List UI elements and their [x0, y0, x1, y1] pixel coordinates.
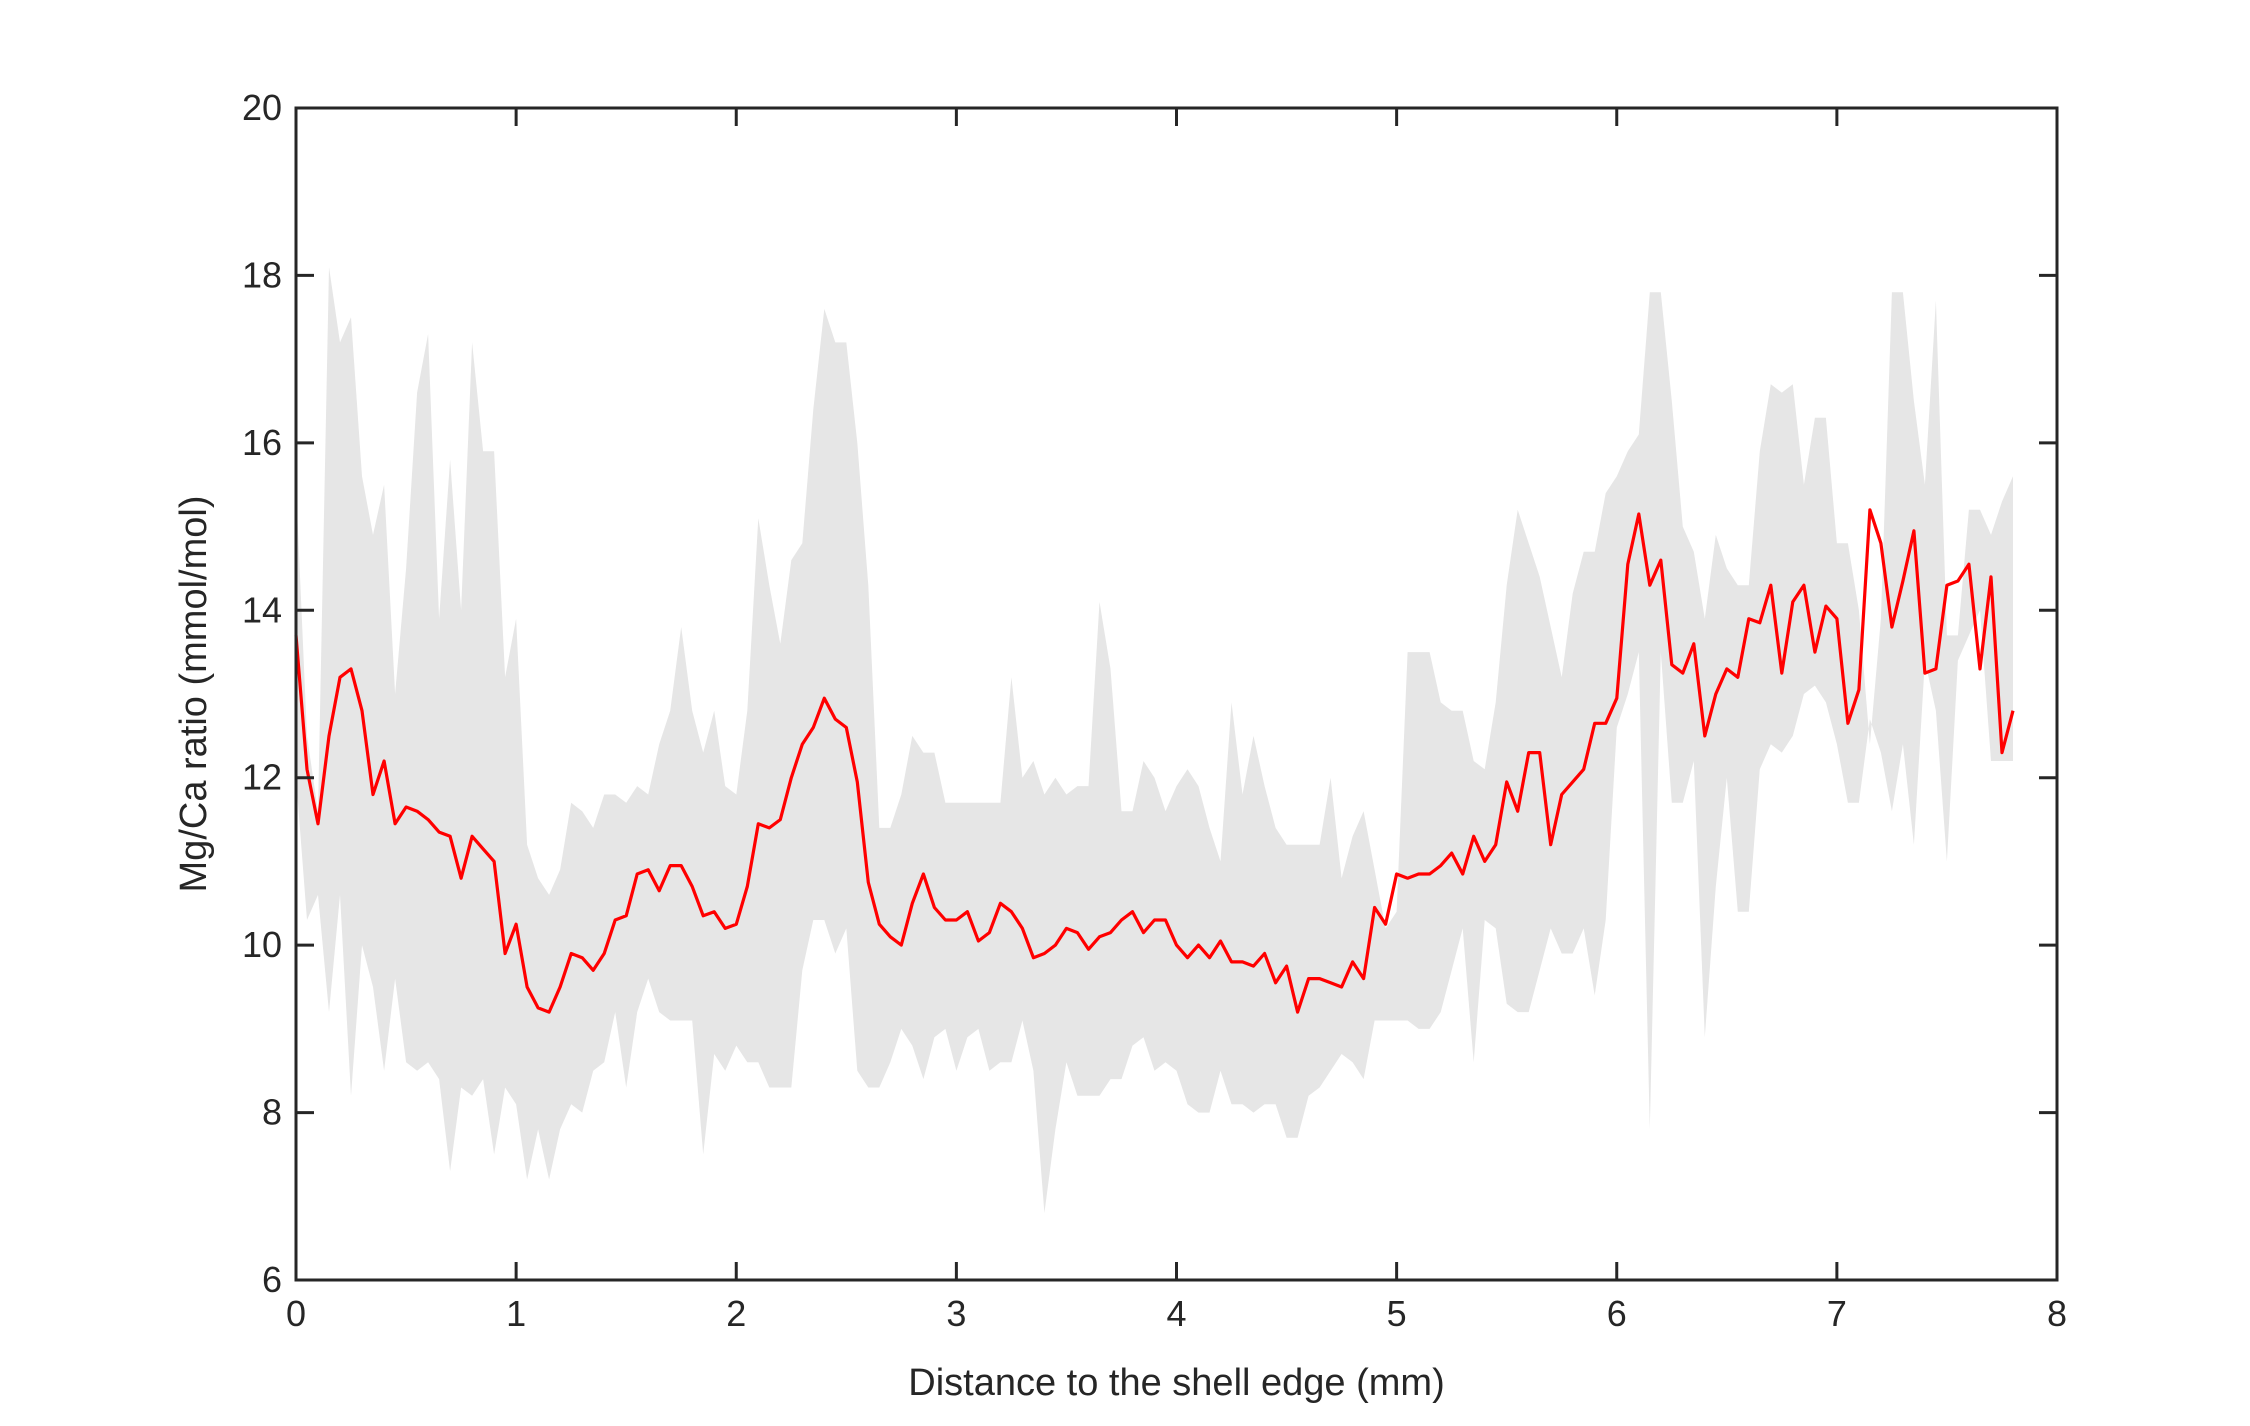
x-tick-label: 2 [726, 1293, 746, 1334]
x-tick-label: 3 [946, 1293, 966, 1334]
x-tick-label: 4 [1166, 1293, 1186, 1334]
y-tick-label: 8 [262, 1092, 282, 1133]
y-tick-label: 18 [242, 254, 282, 295]
x-tick-label: 8 [2047, 1293, 2067, 1334]
y-tick-label: 20 [242, 87, 282, 128]
x-tick-label: 5 [1387, 1293, 1407, 1334]
series-line [294, 508, 2015, 1014]
data-series-layer [294, 508, 2015, 1014]
range-band [296, 267, 2013, 1214]
y-axis-label: Mg/Ca ratio (mmol/mol) [173, 496, 215, 893]
x-tick-label: 1 [506, 1293, 526, 1334]
y-tick-label: 14 [242, 589, 282, 630]
y-tick-label: 6 [262, 1259, 282, 1300]
y-tick-label: 16 [242, 422, 282, 463]
confidence-band-layer [296, 267, 2013, 1214]
x-tick-label: 7 [1827, 1293, 1847, 1334]
x-tick-label: 0 [286, 1293, 306, 1334]
x-axis-label: Distance to the shell edge (mm) [908, 1362, 1444, 1404]
y-tick-label: 12 [242, 757, 282, 798]
y-tick-label: 10 [242, 924, 282, 965]
x-tick-label: 6 [1607, 1293, 1627, 1334]
